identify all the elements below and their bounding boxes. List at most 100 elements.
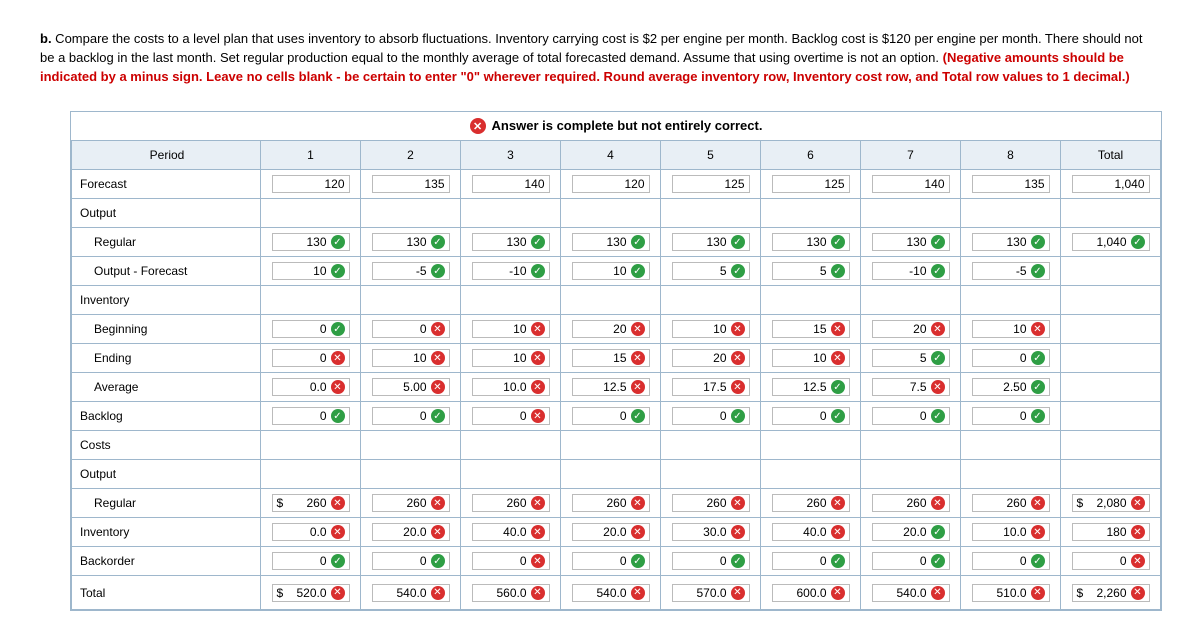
value-box[interactable]: 10✓ xyxy=(572,262,650,280)
value-box[interactable]: 2.50✓ xyxy=(972,378,1050,396)
table-cell: $520.0✕ xyxy=(261,576,361,610)
value-box[interactable]: 10✓ xyxy=(272,262,350,280)
value-box[interactable]: 130✓ xyxy=(472,233,550,251)
cell-empty xyxy=(1061,344,1161,373)
value-box[interactable]: $260✕ xyxy=(272,494,350,512)
value-box[interactable]: 10✕ xyxy=(372,349,450,367)
value-box[interactable]: 510.0✕ xyxy=(972,584,1050,602)
value-box[interactable]: 0✓ xyxy=(872,552,950,570)
value-box[interactable]: 260✕ xyxy=(772,494,850,512)
value-box[interactable]: 5✓ xyxy=(672,262,750,280)
value-box[interactable]: 10.0✕ xyxy=(472,378,550,396)
value-box[interactable]: 20✕ xyxy=(872,320,950,338)
value-box[interactable]: 260✕ xyxy=(872,494,950,512)
value-box[interactable]: 140 xyxy=(872,175,950,193)
value-box[interactable]: 135 xyxy=(372,175,450,193)
value-box[interactable]: 130✓ xyxy=(572,233,650,251)
value-box[interactable]: $2,260✕ xyxy=(1072,584,1150,602)
value-box[interactable]: 260✕ xyxy=(672,494,750,512)
value-box[interactable]: 10.0✕ xyxy=(972,523,1050,541)
value-box[interactable]: 0✓ xyxy=(572,407,650,425)
value-box[interactable]: 5.00✕ xyxy=(372,378,450,396)
value-box[interactable]: 135 xyxy=(972,175,1050,193)
value-box[interactable]: 260✕ xyxy=(472,494,550,512)
value-box[interactable]: 12.5✕ xyxy=(572,378,650,396)
value-box[interactable]: 180✕ xyxy=(1072,523,1150,541)
value-box[interactable]: 0✓ xyxy=(972,407,1050,425)
value-box[interactable]: 0✕ xyxy=(472,552,550,570)
value-box[interactable]: 0✓ xyxy=(772,407,850,425)
value-box[interactable]: 130✓ xyxy=(672,233,750,251)
value-box[interactable]: 0✕ xyxy=(272,349,350,367)
value-box[interactable]: 15✕ xyxy=(772,320,850,338)
value-box[interactable]: 0✕ xyxy=(372,320,450,338)
value-box[interactable]: -10✓ xyxy=(872,262,950,280)
value-box[interactable]: 1,040 xyxy=(1072,175,1150,193)
value-box[interactable]: 0✓ xyxy=(272,552,350,570)
value-box[interactable]: 20.0✕ xyxy=(572,523,650,541)
value-box[interactable]: 130✓ xyxy=(872,233,950,251)
value-box[interactable]: 540.0✕ xyxy=(872,584,950,602)
value-box[interactable]: 260✕ xyxy=(572,494,650,512)
value-box[interactable]: 120 xyxy=(572,175,650,193)
value-box[interactable]: 125 xyxy=(772,175,850,193)
value-box[interactable]: 0✓ xyxy=(672,407,750,425)
value-box[interactable]: 0✓ xyxy=(872,407,950,425)
value-box[interactable]: 540.0✕ xyxy=(572,584,650,602)
value-box[interactable]: 0✓ xyxy=(272,407,350,425)
value-box[interactable]: 1,040✓ xyxy=(1072,233,1150,251)
value-box[interactable]: 0✓ xyxy=(272,320,350,338)
value-box[interactable]: 120 xyxy=(272,175,350,193)
value-box[interactable]: 0✕ xyxy=(472,407,550,425)
value-box[interactable]: 0✓ xyxy=(772,552,850,570)
value-box[interactable]: -10✓ xyxy=(472,262,550,280)
value-box[interactable]: 0.0✕ xyxy=(272,378,350,396)
value-box[interactable]: 130✓ xyxy=(772,233,850,251)
value-box[interactable]: 570.0✕ xyxy=(672,584,750,602)
value-box[interactable]: 0✕ xyxy=(1072,552,1150,570)
value-box[interactable]: 20✕ xyxy=(672,349,750,367)
value-box[interactable]: 600.0✕ xyxy=(772,584,850,602)
value-box[interactable]: 0.0✕ xyxy=(272,523,350,541)
value-box[interactable]: 130✓ xyxy=(972,233,1050,251)
value-box[interactable]: 0✓ xyxy=(372,407,450,425)
value-box[interactable]: 0✓ xyxy=(572,552,650,570)
value-box[interactable]: 130✓ xyxy=(272,233,350,251)
value-box[interactable]: 5✓ xyxy=(772,262,850,280)
value-box[interactable]: 30.0✕ xyxy=(672,523,750,541)
value-box[interactable]: 17.5✕ xyxy=(672,378,750,396)
value-box[interactable]: 540.0✕ xyxy=(372,584,450,602)
value-box[interactable]: 20.0✕ xyxy=(372,523,450,541)
value-box[interactable]: 15✕ xyxy=(572,349,650,367)
value-box[interactable]: 10✕ xyxy=(672,320,750,338)
value-box[interactable]: 10✕ xyxy=(472,349,550,367)
value-box[interactable]: 125 xyxy=(672,175,750,193)
currency-prefix: $ xyxy=(1077,586,1084,600)
value-box[interactable]: 260✕ xyxy=(372,494,450,512)
value-box[interactable]: -5✓ xyxy=(972,262,1050,280)
x-icon: ✕ xyxy=(631,351,645,365)
value-box[interactable]: 260✕ xyxy=(972,494,1050,512)
value-box[interactable]: 5✓ xyxy=(872,349,950,367)
value-box[interactable]: $2,080✕ xyxy=(1072,494,1150,512)
value-box[interactable]: 0✓ xyxy=(672,552,750,570)
value-box[interactable]: 0✓ xyxy=(972,552,1050,570)
value-box[interactable]: 20.0✓ xyxy=(872,523,950,541)
value-box[interactable]: 0✓ xyxy=(972,349,1050,367)
value-box[interactable]: 20✕ xyxy=(572,320,650,338)
value-box[interactable]: 10✕ xyxy=(772,349,850,367)
value-box[interactable]: 560.0✕ xyxy=(472,584,550,602)
value-box[interactable]: 10✕ xyxy=(972,320,1050,338)
value-box[interactable]: 140 xyxy=(472,175,550,193)
value-box[interactable]: 40.0✕ xyxy=(772,523,850,541)
value-box[interactable]: 7.5✕ xyxy=(872,378,950,396)
value-box[interactable]: 40.0✕ xyxy=(472,523,550,541)
table-cell: 0✓ xyxy=(861,402,961,431)
value-box[interactable]: 130✓ xyxy=(372,233,450,251)
value-box[interactable]: 0✓ xyxy=(372,552,450,570)
check-icon: ✓ xyxy=(831,235,845,249)
value-box[interactable]: 12.5✓ xyxy=(772,378,850,396)
value-box[interactable]: $520.0✕ xyxy=(272,584,350,602)
value-box[interactable]: 10✕ xyxy=(472,320,550,338)
value-box[interactable]: -5✓ xyxy=(372,262,450,280)
